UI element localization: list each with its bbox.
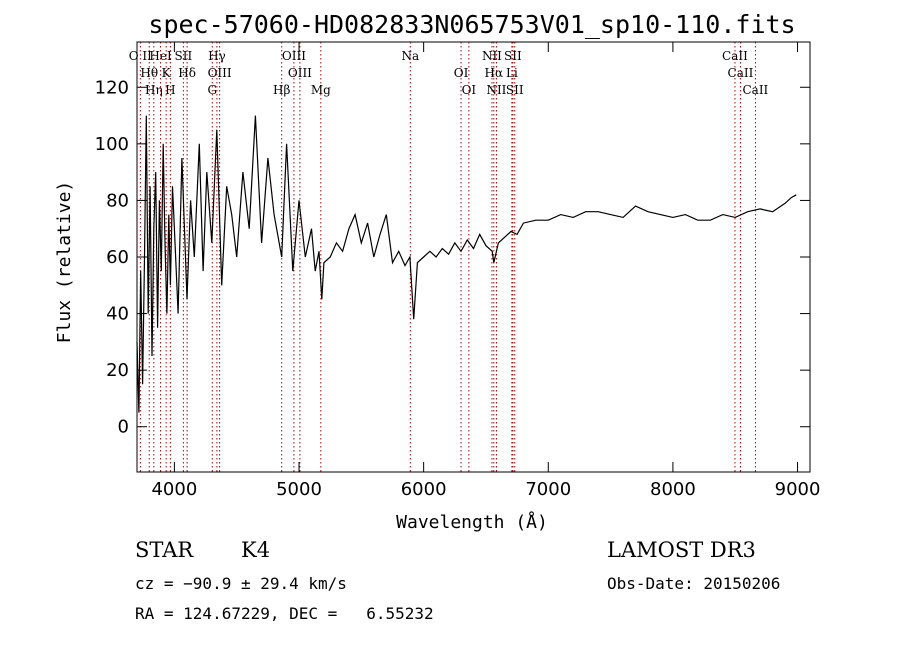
x-axis: 4000 5000 6000 7000 8000 9000 [151,42,820,500]
spectral-line-label: CaII [728,66,754,80]
obs-date: Obs-Date: 20150206 [607,574,781,593]
spectral-line-label: CaII [722,49,748,63]
spectral-line-label: SII [506,83,524,97]
flux-line [136,115,797,413]
spectral-line-label: Li [506,66,518,80]
object-class: STAR [135,538,194,562]
x-tick-label: 6000 [401,479,447,500]
spectral-line-label: NII [486,83,506,97]
spectral-line-label: SII [504,49,522,63]
flux-series [136,115,797,413]
spectral-line-label: K [162,66,172,80]
x-tick-label: 5000 [276,479,322,500]
spectral-line-label: OIII [288,66,312,80]
x-tick-label: 9000 [775,479,821,500]
x-axis-title: Wavelength (Å) [396,511,548,533]
spectral-line-label: CaII [742,83,768,97]
x-tick-label: 8000 [650,479,696,500]
spectral-line-label: Mg [311,83,331,97]
spectral-line-label: Hα [485,66,504,80]
spectral-line-label: H [165,83,175,97]
spectral-line-markers [139,42,756,472]
y-tick-label: 40 [106,304,129,325]
plot-frame [136,41,811,473]
y-tick-label: 60 [106,247,129,268]
coordinates: RA = 124.67229, DEC = 6.55232 [135,604,434,623]
spectral-line-label: Hγ [208,49,226,63]
x-tick-label: 4000 [151,479,197,500]
spectral-line-label: NII [482,49,502,63]
x-tick-label: 7000 [525,479,571,500]
spectral-line-label: HeI [149,49,172,63]
spectral-line-label: Hδ [178,66,196,80]
spectral-line-label: Hη [145,83,163,97]
spectral-line-label: OI [462,83,477,97]
survey-name: LAMOST DR3 [607,538,756,562]
spectral-line-label: OI [454,66,469,80]
y-tick-label: 80 [106,190,129,211]
y-axis: 0 20 40 60 80 100 120 [95,77,810,438]
y-axis-title: Flux (relative) [54,181,75,344]
spectral-line-label: G [207,83,217,97]
spectral-line-label: Hβ [273,83,290,97]
y-tick-label: 0 [118,417,129,438]
spectral-line-label: O II [129,49,152,63]
spectral-line-labels: O II Hθ Hη HeI KH SII Hδ G Hγ OIII Hβ OIII OIII Mg Na O… [129,49,769,97]
redshift-text: cz = −90.9 ± 29.4 km/s [135,574,347,593]
object-subclass: K4 [241,538,271,562]
spectral-line-label: SII [175,49,193,63]
y-tick-label: 120 [95,77,129,98]
chart-title: spec-57060-HD082833N065753V01_sp10-110.f… [148,10,795,39]
y-tick-label: 100 [95,134,129,155]
spectral-line-label: Hθ [140,66,158,80]
spectral-line-label: OIII [282,49,306,63]
spectral-line-label: Na [401,49,419,63]
y-tick-label: 20 [106,360,129,381]
spectral-line-label: OIII [208,66,232,80]
